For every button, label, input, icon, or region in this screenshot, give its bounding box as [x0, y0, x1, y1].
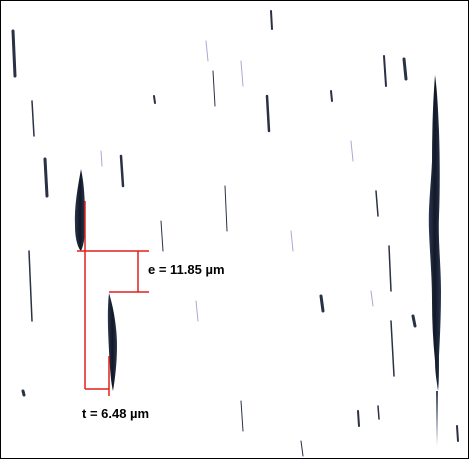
faint-streaks: [101, 41, 373, 321]
thin-inclusion-right-tail: [436, 391, 438, 446]
large-inclusion-right: [429, 75, 441, 391]
inclusion-upper-left: [75, 169, 85, 251]
e-measurement-label: e = 11.85 µm: [148, 262, 225, 277]
t-measurement-label: t = 6.48 µm: [82, 406, 149, 421]
